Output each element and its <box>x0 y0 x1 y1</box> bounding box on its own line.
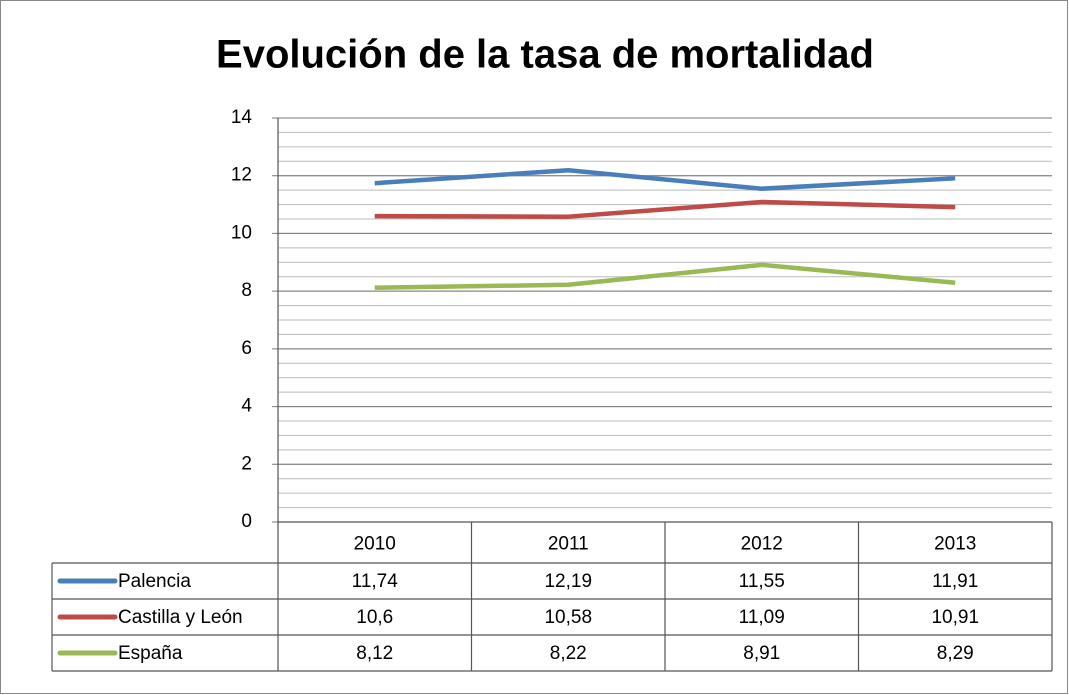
y-tick-label: 2 <box>241 453 252 474</box>
y-tick-label: 6 <box>241 338 252 359</box>
table-value: 12,19 <box>544 571 592 592</box>
legend-label: Castilla y León <box>118 607 243 628</box>
chart-title: Evolución de la tasa de mortalidad <box>216 33 874 77</box>
y-tick-label: 8 <box>241 280 252 301</box>
legend-label: España <box>118 643 183 664</box>
y-tick-label: 14 <box>231 107 253 128</box>
table-value: 11,55 <box>739 571 785 592</box>
series-line <box>374 262 956 290</box>
table-value: 11,74 <box>352 571 399 592</box>
x-tick-label: 2012 <box>741 534 783 555</box>
x-tick-label: 2010 <box>354 534 396 555</box>
x-tick-label: 2011 <box>548 534 589 555</box>
table-value: 8,91 <box>743 643 780 664</box>
y-tick-label: 12 <box>231 165 252 186</box>
y-tick-label: 4 <box>241 396 252 417</box>
table-value: 10,6 <box>356 607 393 628</box>
table-value: 10,91 <box>931 607 979 628</box>
table-value: 11,09 <box>739 607 785 628</box>
table-value: 8,22 <box>550 643 587 664</box>
table-value: 8,12 <box>356 643 393 664</box>
y-tick-label: 0 <box>241 511 252 532</box>
y-tick-label: 10 <box>231 222 252 243</box>
table-value: 10,58 <box>544 607 592 628</box>
series-line <box>374 167 956 191</box>
table-value: 11,91 <box>932 571 978 592</box>
legend-label: Palencia <box>118 571 191 592</box>
table-value: 8,29 <box>937 643 974 664</box>
x-tick-label: 2013 <box>934 534 976 555</box>
series-line <box>374 199 956 219</box>
